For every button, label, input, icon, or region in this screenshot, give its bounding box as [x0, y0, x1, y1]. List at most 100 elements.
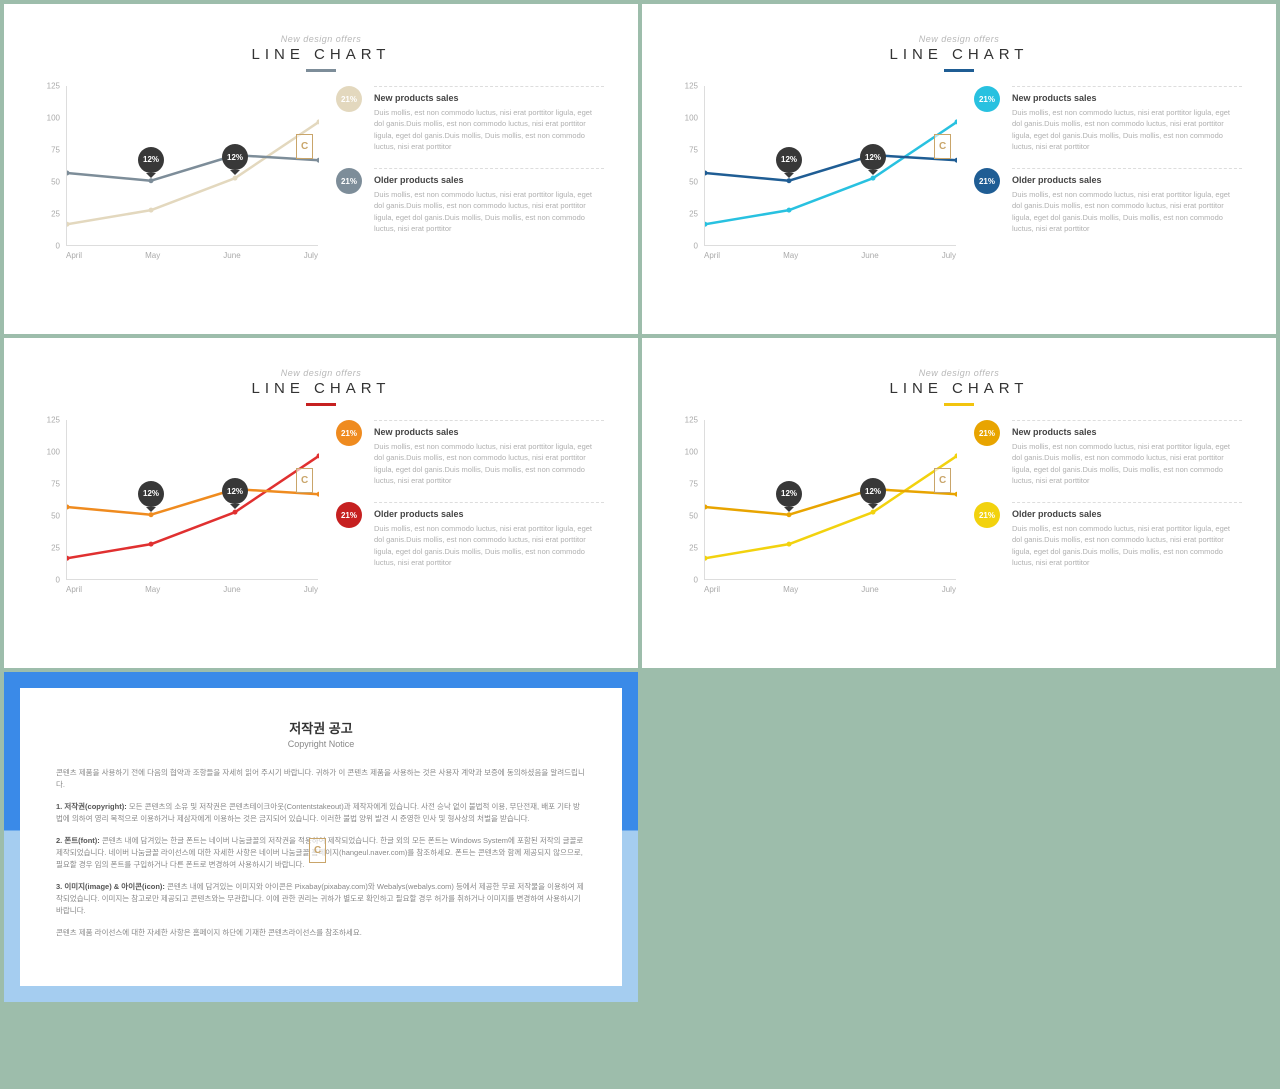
- legend-title: Older products sales: [374, 509, 604, 519]
- legend-text: New products sales Duis mollis, est non c…: [1012, 420, 1242, 486]
- y-tick: 0: [56, 242, 60, 251]
- legend-item: 21% New products sales Duis mollis, est no…: [974, 420, 1242, 486]
- legend-desc: Duis mollis, est non commodo luctus, nis…: [374, 107, 604, 152]
- y-tick: 25: [51, 544, 60, 553]
- pretitle: New design offers: [38, 34, 604, 44]
- y-tick: 25: [51, 210, 60, 219]
- copyright-paragraph: 1. 저작권(copyright): 모든 콘텐츠의 소유 및 저작권은 콘텐츠…: [56, 801, 586, 825]
- legend-desc: Duis mollis, est non commodo luctus, nis…: [1012, 523, 1242, 568]
- legend-text: New products salesDuis mollis, est non c…: [1012, 86, 1242, 152]
- x-label: July: [304, 251, 318, 260]
- watermark: C: [934, 134, 951, 159]
- x-label: July: [942, 585, 956, 594]
- legend-side: 21% New products salesDuis mollis, est no…: [974, 86, 1242, 250]
- plot: 12% 12%: [66, 420, 318, 580]
- plot: 12%12%: [704, 420, 956, 580]
- copyright-paragraph: 콘텐츠 제품을 사용하기 전에 다음의 협약과 조항들을 자세히 읽어 주시기 …: [56, 767, 586, 791]
- content-row: 025507510012512%12%AprilMayJuneJulyC21%N…: [38, 86, 604, 250]
- content-row: 025507510012512%12%AprilMayJuneJulyC21%N…: [676, 420, 1242, 584]
- chart-series: [705, 155, 957, 181]
- chart-bubble: 12%: [860, 478, 886, 504]
- legend-desc: Duis mollis, est non commodo luctus, nis…: [374, 441, 604, 486]
- x-label: June: [861, 585, 878, 594]
- pretitle: New design offers: [676, 368, 1242, 378]
- chart-series: [67, 489, 319, 515]
- y-axis: 0255075100125: [676, 86, 698, 246]
- x-label: April: [704, 585, 720, 594]
- percent-badge: 21%: [336, 502, 362, 528]
- chart-bubble: 12%: [138, 147, 164, 173]
- slide-title: LINE CHART: [676, 380, 1242, 397]
- y-tick: 100: [47, 114, 60, 123]
- y-axis: 0255075100125: [676, 420, 698, 580]
- pretitle: New design offers: [38, 368, 604, 378]
- copyright-subtitle: Copyright Notice: [56, 739, 586, 749]
- legend-item: 21%New products salesDuis mollis, est no…: [336, 86, 604, 152]
- legend-item: 21%New products salesDuis mollis, est no…: [336, 420, 604, 486]
- watermark: C: [296, 134, 313, 159]
- legend-desc: Duis mollis, est non commodo luctus, nis…: [1012, 441, 1242, 486]
- legend-side: 21% New products sales Duis mollis, est no…: [336, 420, 604, 584]
- legend-item: 21% Older products sales Duis mollis, est …: [336, 502, 604, 568]
- chart-bubble: 12%: [222, 478, 248, 504]
- empty-slide: [642, 672, 1276, 1002]
- y-axis: 0255075100125: [38, 86, 60, 246]
- chart-series: [67, 456, 319, 558]
- legend-side: 21%New products salesDuis mollis, est no…: [336, 86, 604, 250]
- x-label: May: [783, 251, 798, 260]
- percent-badge: 21%: [974, 420, 1000, 446]
- legend-side: 21% New products sales Duis mollis, est no…: [974, 420, 1242, 584]
- chart-svg: [705, 86, 957, 246]
- accent-bar: [306, 69, 336, 72]
- legend-title: New products sales: [374, 427, 604, 437]
- chart-area: 025507510012512%12%AprilMayJuneJulyC: [676, 86, 956, 250]
- legend-item: 21%New products salesDuis mollis, est no…: [974, 86, 1242, 152]
- legend-title: Older products sales: [374, 175, 604, 185]
- accent-bar: [944, 403, 974, 406]
- y-tick: 125: [47, 82, 60, 91]
- chart-area: 025507510012512%12%AprilMayJuneJulyC: [676, 420, 956, 584]
- slide-title: LINE CHART: [38, 380, 604, 397]
- x-label: July: [942, 251, 956, 260]
- y-tick: 125: [685, 82, 698, 91]
- legend-text: Older products salesDuis mollis, est non…: [1012, 168, 1242, 234]
- copyright-card: 저작권 공고Copyright Notice콘텐츠 제품을 사용하기 전에 다음…: [20, 688, 622, 986]
- y-tick: 100: [47, 448, 60, 457]
- x-label: June: [223, 585, 240, 594]
- chart-svg: [705, 420, 957, 580]
- x-label: July: [304, 585, 318, 594]
- x-axis: AprilMayJuneJuly: [66, 585, 318, 594]
- legend-desc: Duis mollis, est non commodo luctus, nis…: [1012, 189, 1242, 234]
- percent-badge: 21%: [974, 502, 1000, 528]
- chart-area: 025507510012512%12%AprilMayJuneJulyC: [38, 86, 318, 250]
- y-tick: 25: [689, 544, 698, 553]
- y-axis: 0255075100125: [38, 420, 60, 580]
- accent-bar: [944, 69, 974, 72]
- legend-desc: Duis mollis, est non commodo luctus, nis…: [374, 523, 604, 568]
- legend-title: New products sales: [1012, 427, 1242, 437]
- pretitle: New design offers: [676, 34, 1242, 44]
- y-tick: 100: [685, 448, 698, 457]
- chart-bubble: 12%: [138, 481, 164, 507]
- legend-item: 21%Older products salesDuis mollis, est …: [336, 168, 604, 234]
- chart-svg: [67, 86, 319, 246]
- content-row: 025507510012512%12%AprilMayJuneJulyC 21% N…: [676, 86, 1242, 250]
- copyright-slide: 저작권 공고Copyright Notice콘텐츠 제품을 사용하기 전에 다음…: [4, 672, 638, 1002]
- title-block: New design offersLINE CHART: [38, 34, 604, 72]
- x-axis: AprilMayJuneJuly: [704, 251, 956, 260]
- legend-title: New products sales: [374, 93, 604, 103]
- title-block: New design offers LINE CHART: [38, 368, 604, 406]
- legend-text: New products sales Duis mollis, est non c…: [374, 86, 604, 152]
- y-tick: 50: [689, 512, 698, 521]
- y-tick: 50: [51, 178, 60, 187]
- x-label: April: [66, 251, 82, 260]
- percent-badge: 21%: [974, 168, 1000, 194]
- y-tick: 0: [694, 242, 698, 251]
- y-tick: 75: [51, 146, 60, 155]
- legend-desc: Duis mollis, est non commodo luctus, nis…: [374, 189, 604, 234]
- y-tick: 50: [689, 178, 698, 187]
- chart-series: [705, 489, 957, 515]
- copyright-paragraph: 3. 이미지(image) & 아이콘(icon): 콘텐츠 내에 담겨있는 이…: [56, 881, 586, 917]
- x-label: May: [145, 585, 160, 594]
- legend-desc: Duis mollis, est non commodo luctus, nis…: [1012, 107, 1242, 152]
